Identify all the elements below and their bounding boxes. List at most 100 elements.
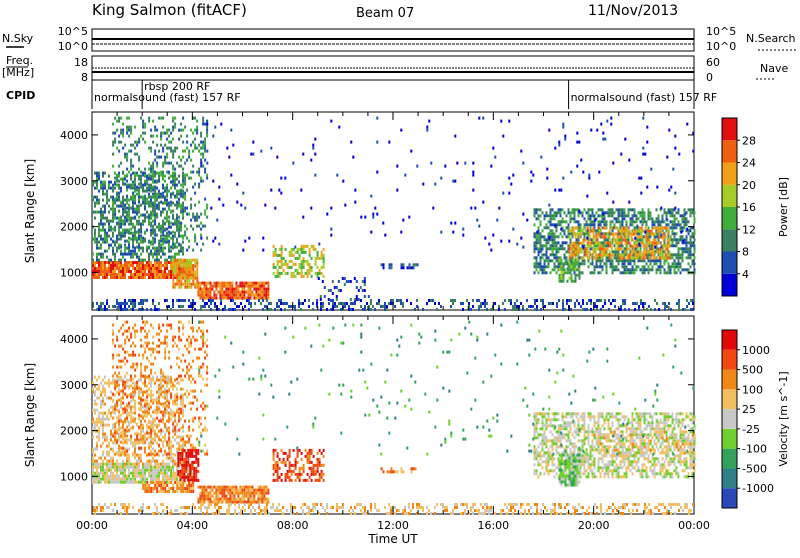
data-cell [138,178,140,181]
data-cell [92,409,94,412]
data-cell [178,225,180,228]
data-cell [552,302,554,305]
data-cell [416,165,418,168]
data-cell [651,251,653,254]
data-cell [651,242,653,245]
data-cell [546,256,548,259]
data-cell [602,132,604,135]
data-cell [665,236,667,239]
data-cell [229,285,231,288]
data-cell [168,222,170,225]
data-cell [98,421,100,424]
data-cell [124,308,126,311]
data-cell [140,481,142,484]
data-cell [680,238,682,241]
data-cell [142,174,144,177]
data-cell [607,254,609,257]
data-cell [647,242,649,245]
data-cell [225,297,227,300]
data-cell [645,251,647,254]
data-cell [110,448,112,451]
data-cell [114,305,116,308]
data-cell [512,174,514,177]
data-cell [678,308,680,311]
data-cell [364,216,366,219]
data-cell [92,253,94,256]
data-cell [686,241,688,244]
data-cell [628,211,630,214]
data-cell [669,245,671,248]
data-cell [605,251,607,254]
data-cell [116,129,118,132]
data-cell [106,481,108,484]
data-cell [590,308,592,311]
data-cell [669,239,671,242]
data-cell [138,418,140,421]
data-cell [102,379,104,382]
data-cell [196,129,198,132]
data-cell [409,263,411,266]
data-cell [148,256,150,259]
data-cell [678,302,680,305]
data-cell [692,132,694,135]
data-cell [590,226,592,229]
data-cell [160,261,162,264]
data-cell [624,138,626,141]
data-cell [180,247,182,250]
data-cell [184,195,186,198]
data-cell [694,211,696,214]
data-cell [682,247,684,250]
data-cell [172,165,174,168]
data-cell [122,183,124,186]
data-cell [140,186,142,189]
data-cell [174,256,176,259]
data-cell [140,475,142,478]
data-cell [160,472,162,475]
data-cell [680,271,682,274]
data-cell [150,400,152,403]
data-cell [138,205,140,208]
data-cell [647,236,649,239]
data-cell [96,211,98,214]
data-cell [104,308,106,311]
data-cell [190,219,192,222]
data-cell [568,232,570,235]
data-cell [158,196,160,199]
data-cell [168,249,170,252]
data-cell [259,291,261,294]
data-cell [663,245,665,248]
data-cell [94,232,96,235]
data-cell [624,211,626,214]
data-cell [172,302,174,305]
data-cell [196,274,198,277]
data-cell [622,250,624,253]
data-cell [561,259,563,262]
data-cell [235,285,237,288]
data-cell [110,475,112,478]
data-cell [620,220,622,223]
data-cell [603,233,605,236]
data-cell [150,276,152,279]
data-cell [162,250,164,253]
data-cell [156,207,158,210]
data-cell [540,241,542,244]
data-cell [140,478,142,481]
data-cell [564,211,566,214]
data-cell [166,264,168,267]
data-cell [132,308,134,311]
data-cell [178,277,180,280]
data-cell [102,403,104,406]
data-cell [120,216,122,219]
data-cell [182,180,184,183]
data-cell [320,308,322,311]
data-cell [104,250,106,253]
data-cell [578,229,580,232]
data-cell [619,257,621,260]
data-cell [330,308,332,311]
data-cell [556,244,558,247]
data-cell [338,289,340,292]
data-cell [166,478,168,481]
data-cell [92,451,94,454]
data-cell [323,266,325,269]
data-cell [174,271,176,274]
